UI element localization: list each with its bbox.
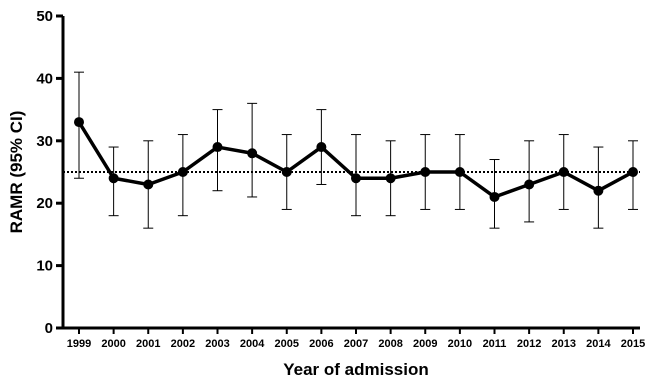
data-point bbox=[351, 173, 361, 184]
y-tick-label: 10 bbox=[36, 258, 53, 275]
data-point bbox=[420, 167, 431, 177]
x-tick-label: 2010 bbox=[448, 338, 472, 350]
y-tick-label: 20 bbox=[36, 195, 53, 212]
y-tick-label: 30 bbox=[36, 133, 53, 150]
x-ticks: 1999 2000 2001 2002 2003 2004 2005 2006 2007 2008… bbox=[67, 328, 645, 350]
y-tick-label: 0 bbox=[45, 320, 53, 337]
data-point bbox=[212, 142, 223, 153]
y-tick-label: 40 bbox=[36, 70, 53, 87]
x-tick-label: 2009 bbox=[413, 338, 437, 350]
x-tick-label: 2015 bbox=[621, 338, 645, 350]
x-tick-label: 2005 bbox=[275, 338, 299, 350]
data-points bbox=[74, 117, 638, 202]
data-point bbox=[108, 173, 119, 184]
y-tick-label: 50 bbox=[36, 8, 53, 25]
data-point bbox=[281, 167, 292, 177]
x-tick-label: 2014 bbox=[586, 338, 611, 350]
x-tick-label: 2013 bbox=[552, 338, 576, 350]
x-tick-label: 2004 bbox=[240, 338, 265, 350]
x-tick-label: 1999 bbox=[67, 338, 91, 350]
data-point bbox=[316, 142, 327, 153]
y-axis-title: RAMR (95% CI) bbox=[7, 111, 26, 234]
data-point bbox=[489, 191, 500, 202]
x-tick-label: 2001 bbox=[136, 338, 160, 350]
x-tick-label: 2007 bbox=[344, 338, 368, 350]
data-point bbox=[524, 179, 535, 190]
data-point bbox=[74, 117, 84, 128]
x-tick-label: 2003 bbox=[205, 338, 229, 350]
x-tick-label: 2006 bbox=[309, 338, 333, 350]
data-point bbox=[454, 167, 465, 177]
x-tick-label: 2012 bbox=[517, 338, 541, 350]
data-point bbox=[628, 167, 638, 177]
y-ticks: 0 10 20 30 40 50 bbox=[36, 8, 63, 337]
error-bars bbox=[74, 71, 638, 229]
data-point bbox=[558, 167, 569, 177]
data-point bbox=[177, 167, 188, 177]
data-point bbox=[247, 148, 258, 159]
x-tick-label: 2008 bbox=[378, 338, 402, 350]
x-tick-label: 2011 bbox=[483, 338, 507, 350]
data-point bbox=[385, 173, 396, 184]
x-tick-label: 2002 bbox=[171, 338, 195, 350]
x-tick-label: 2000 bbox=[101, 338, 125, 350]
data-point bbox=[143, 179, 154, 190]
data-point bbox=[593, 185, 604, 196]
x-axis-title: Year of admission bbox=[283, 360, 429, 379]
